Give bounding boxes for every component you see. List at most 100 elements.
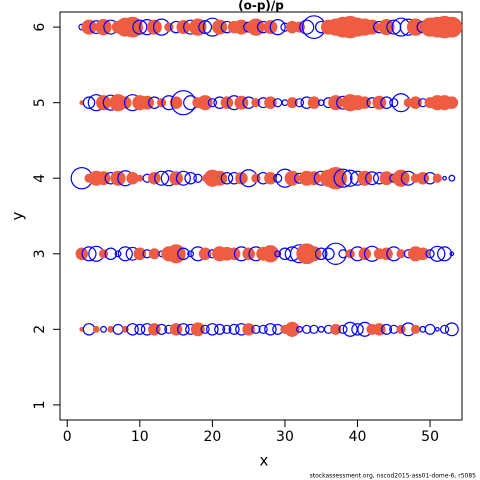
bubble (81, 246, 97, 262)
plot-frame (59, 11, 463, 421)
bubble (328, 95, 344, 111)
bubble (396, 249, 406, 259)
bubble (148, 248, 160, 260)
bubble (429, 245, 446, 262)
bubble (198, 247, 212, 261)
bubble (448, 174, 456, 182)
bubble (333, 168, 353, 188)
bubble (251, 324, 261, 334)
bubble (410, 324, 421, 334)
bubble (169, 96, 183, 109)
bubble (322, 247, 335, 261)
bubble (261, 245, 280, 263)
bubble (214, 323, 226, 335)
bubble (235, 171, 248, 185)
bubble (156, 323, 168, 335)
bubble (379, 171, 394, 186)
y-tick-label: 5 (32, 98, 48, 107)
bubble (206, 323, 219, 336)
bubble (175, 170, 191, 186)
y-tick-label: 3 (32, 249, 48, 258)
bubble (442, 175, 447, 181)
bubble (389, 98, 399, 108)
bubble (449, 251, 455, 257)
y-axis-title: y (9, 211, 27, 220)
bubble (258, 324, 268, 334)
bubble (437, 246, 453, 262)
bubble (330, 323, 342, 335)
bubble (338, 324, 348, 334)
bubble (126, 323, 139, 336)
bubble (184, 171, 197, 185)
bubble (264, 323, 277, 336)
bubble (132, 19, 148, 35)
bubble (251, 98, 261, 108)
bubble (357, 170, 373, 186)
bubble (396, 324, 406, 334)
bubble (425, 249, 435, 259)
bubble (342, 321, 358, 337)
bubble (222, 324, 232, 334)
bubble (220, 171, 234, 185)
bubble (117, 246, 133, 262)
bubble (112, 323, 124, 335)
bubble (302, 324, 312, 334)
bubble (317, 325, 325, 333)
bubble (166, 244, 186, 264)
bubble (314, 247, 328, 261)
bubble (198, 20, 213, 35)
bubble (81, 19, 97, 35)
bubble (242, 323, 255, 336)
y-tick-label: 6 (32, 23, 48, 32)
bubble (154, 170, 170, 186)
bubble (119, 96, 132, 109)
bubble (228, 323, 240, 335)
bubble (286, 97, 298, 109)
bubble (104, 247, 118, 261)
x-tick-label: 50 (421, 429, 439, 445)
bubble (114, 250, 122, 258)
bubble (299, 19, 315, 35)
bubble (177, 247, 190, 261)
bubble (146, 19, 162, 35)
bubble (200, 324, 210, 334)
bubble (273, 173, 283, 183)
x-tick-label: 40 (349, 429, 367, 445)
bubble (189, 18, 207, 36)
bubble (187, 250, 195, 258)
bubble (284, 321, 300, 337)
bubble (190, 322, 205, 337)
x-tick-label: 20 (203, 429, 221, 445)
bubble (264, 171, 277, 185)
y-tick-label: 2 (32, 325, 48, 334)
bubble (274, 250, 282, 258)
bubble (432, 173, 442, 183)
footnote: stockassessment.org, nscod2015-ass01-dom… (310, 473, 477, 480)
bubble (441, 16, 463, 38)
bubble (269, 19, 286, 36)
x-tick-label: 30 (276, 429, 294, 445)
bubble (197, 95, 213, 111)
x-axis-title: x (260, 452, 269, 470)
bubble (324, 242, 347, 265)
bubble (424, 323, 436, 335)
bubble (133, 247, 147, 261)
y-tick-label: 4 (32, 174, 48, 183)
bubble (134, 323, 146, 335)
bubble (207, 98, 217, 108)
bubble (416, 247, 430, 261)
x-tick-label: 10 (131, 429, 149, 445)
bubble (136, 174, 144, 182)
bubble (264, 96, 277, 109)
bubble (409, 96, 422, 109)
bubble (439, 324, 450, 334)
bubble (445, 96, 459, 109)
bubble (324, 167, 347, 190)
bubble (177, 323, 190, 336)
bubble (444, 322, 459, 337)
bubble (365, 171, 379, 186)
bubble (92, 325, 100, 333)
bubble (434, 326, 440, 332)
bubble (351, 323, 364, 336)
